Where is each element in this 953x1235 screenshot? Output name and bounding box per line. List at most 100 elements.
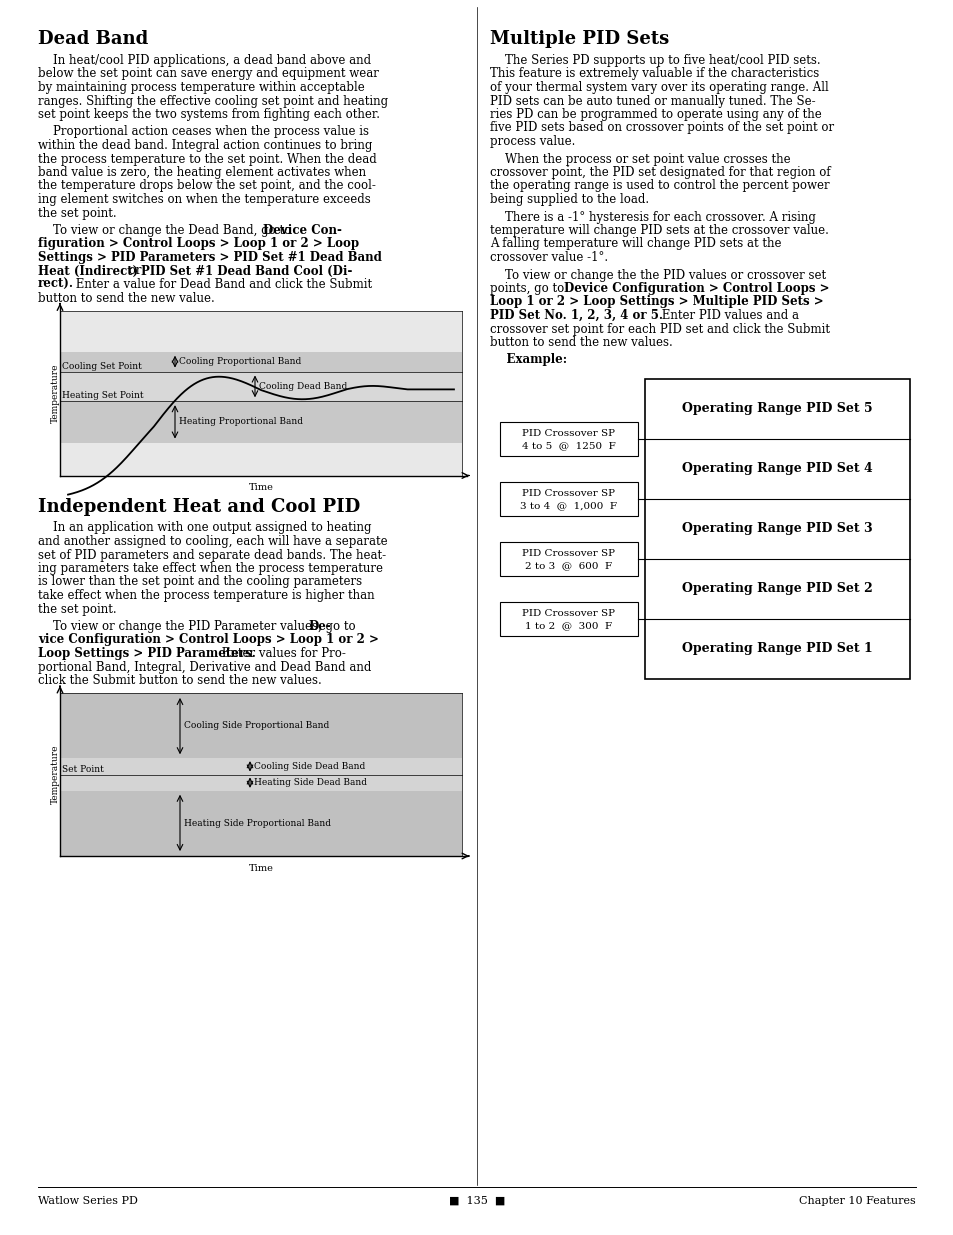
Text: is lower than the set point and the cooling parameters: is lower than the set point and the cool… <box>38 576 362 589</box>
Text: Temperature: Temperature <box>51 745 59 804</box>
Text: In heat/cool PID applications, a dead band above and: In heat/cool PID applications, a dead ba… <box>38 54 371 67</box>
Text: De-: De- <box>308 620 331 634</box>
Text: Time: Time <box>249 483 274 493</box>
Text: Temperature: Temperature <box>51 363 59 422</box>
Text: Enter a value for Dead Band and click the Submit: Enter a value for Dead Band and click th… <box>71 278 372 291</box>
Bar <box>60 693 461 758</box>
Text: being supplied to the load.: being supplied to the load. <box>490 193 648 206</box>
Text: 2 to 3  @  600  F: 2 to 3 @ 600 F <box>525 561 612 571</box>
Text: Time: Time <box>249 864 274 873</box>
Text: crossover value -1°.: crossover value -1°. <box>490 251 607 264</box>
Text: A falling temperature will change PID sets at the: A falling temperature will change PID se… <box>490 237 781 251</box>
Text: When the process or set point value crosses the: When the process or set point value cros… <box>490 152 790 165</box>
Text: and another assigned to cooling, each will have a separate: and another assigned to cooling, each wi… <box>38 535 387 548</box>
Text: points, go to: points, go to <box>490 282 567 295</box>
Text: PID Crossover SP: PID Crossover SP <box>522 489 615 498</box>
Text: rect).: rect). <box>38 278 74 291</box>
Text: This feature is extremely valuable if the characteristics: This feature is extremely valuable if th… <box>490 68 819 80</box>
Text: Dead Band: Dead Band <box>38 30 148 48</box>
Text: Multiple PID Sets: Multiple PID Sets <box>490 30 669 48</box>
Text: the operating range is used to control the percent power: the operating range is used to control t… <box>490 179 829 193</box>
Text: Operating Range PID Set 5: Operating Range PID Set 5 <box>681 403 872 415</box>
Text: Loop Settings > PID Parameters.: Loop Settings > PID Parameters. <box>38 647 255 659</box>
Bar <box>60 774 461 790</box>
Text: the set point.: the set point. <box>38 206 116 220</box>
Bar <box>60 758 461 774</box>
Text: Enter PID values and a: Enter PID values and a <box>658 309 799 322</box>
Text: Cooling Side Dead Band: Cooling Side Dead Band <box>253 762 365 771</box>
Text: five PID sets based on crossover points of the set point or: five PID sets based on crossover points … <box>490 121 833 135</box>
Text: PID Crossover SP: PID Crossover SP <box>522 550 615 558</box>
Text: Set Point: Set Point <box>62 764 104 773</box>
Text: Device Configuration > Control Loops >: Device Configuration > Control Loops > <box>563 282 828 295</box>
Text: In an application with one output assigned to heating: In an application with one output assign… <box>38 521 371 535</box>
Text: ranges. Shifting the effective cooling set point and heating: ranges. Shifting the effective cooling s… <box>38 95 388 107</box>
Text: vice Configuration > Control Loops > Loop 1 or 2 >: vice Configuration > Control Loops > Loo… <box>38 634 378 646</box>
Text: Chapter 10 Features: Chapter 10 Features <box>799 1195 915 1207</box>
Text: 3 to 4  @  1,000  F: 3 to 4 @ 1,000 F <box>520 501 617 510</box>
Text: PID Crossover SP: PID Crossover SP <box>522 609 615 618</box>
Text: the temperature drops below the set point, and the cool-: the temperature drops below the set poin… <box>38 179 375 193</box>
Bar <box>499 482 638 515</box>
Bar <box>499 541 638 576</box>
Text: Operating Range PID Set 3: Operating Range PID Set 3 <box>681 522 872 535</box>
Text: by maintaining process temperature within acceptable: by maintaining process temperature withi… <box>38 82 364 94</box>
Text: or: or <box>125 264 145 278</box>
Text: PID Set #1 Dead Band Cool (Di-: PID Set #1 Dead Band Cool (Di- <box>141 264 352 278</box>
Text: Device Con-: Device Con- <box>263 224 341 237</box>
Text: Heating Side Dead Band: Heating Side Dead Band <box>253 778 367 787</box>
Text: To view or change the the PID values or crossover set: To view or change the the PID values or … <box>490 268 825 282</box>
Text: PID Crossover SP: PID Crossover SP <box>522 429 615 438</box>
Bar <box>60 310 461 352</box>
Text: Operating Range PID Set 4: Operating Range PID Set 4 <box>681 462 872 475</box>
Bar <box>60 372 461 401</box>
Text: Operating Range PID Set 2: Operating Range PID Set 2 <box>681 582 872 595</box>
Text: Proportional action ceases when the process value is: Proportional action ceases when the proc… <box>38 126 369 138</box>
Text: set point keeps the two systems from fighting each other.: set point keeps the two systems from fig… <box>38 107 379 121</box>
Text: Heat (Indirect): Heat (Indirect) <box>38 264 138 278</box>
Text: ries PD can be programmed to operate using any of the: ries PD can be programmed to operate usi… <box>490 107 821 121</box>
Text: Cooling Set Point: Cooling Set Point <box>62 362 142 370</box>
Text: button to send the new value.: button to send the new value. <box>38 291 214 305</box>
Text: 1 to 2  @  300  F: 1 to 2 @ 300 F <box>525 621 612 630</box>
Text: figuration > Control Loops > Loop 1 or 2 > Loop: figuration > Control Loops > Loop 1 or 2… <box>38 237 358 251</box>
Text: take effect when the process temperature is higher than: take effect when the process temperature… <box>38 589 375 601</box>
Text: PID Set No. 1, 2, 3, 4 or 5.: PID Set No. 1, 2, 3, 4 or 5. <box>490 309 662 322</box>
Text: Heating Set Point: Heating Set Point <box>62 391 144 400</box>
Text: There is a -1° hysteresis for each crossover. A rising: There is a -1° hysteresis for each cross… <box>490 210 815 224</box>
Text: crossover set point for each PID set and click the Submit: crossover set point for each PID set and… <box>490 322 829 336</box>
Bar <box>499 601 638 636</box>
Text: click the Submit button to send the new values.: click the Submit button to send the new … <box>38 674 321 687</box>
Text: process value.: process value. <box>490 135 575 148</box>
Text: To view or change the PID Parameter values, go to: To view or change the PID Parameter valu… <box>38 620 359 634</box>
Text: Watlow Series PD: Watlow Series PD <box>38 1195 138 1207</box>
Bar <box>499 421 638 456</box>
Text: Cooling Side Proportional Band: Cooling Side Proportional Band <box>184 721 329 730</box>
Text: Cooling Dead Band: Cooling Dead Band <box>258 382 347 391</box>
Text: The Series PD supports up to five heat/cool PID sets.: The Series PD supports up to five heat/c… <box>490 54 820 67</box>
Text: within the dead band. Integral action continues to bring: within the dead band. Integral action co… <box>38 140 372 152</box>
Text: PID sets can be auto tuned or manually tuned. The Se-: PID sets can be auto tuned or manually t… <box>490 95 815 107</box>
Text: ■  135  ■: ■ 135 ■ <box>448 1195 505 1207</box>
Text: of your thermal system vary over its operating range. All: of your thermal system vary over its ope… <box>490 82 828 94</box>
Text: Cooling Proportional Band: Cooling Proportional Band <box>179 357 301 366</box>
Text: Enter values for Pro-: Enter values for Pro- <box>218 647 346 659</box>
Text: the process temperature to the set point. When the dead: the process temperature to the set point… <box>38 152 376 165</box>
Text: below the set point can save energy and equipment wear: below the set point can save energy and … <box>38 68 378 80</box>
Text: band value is zero, the heating element activates when: band value is zero, the heating element … <box>38 165 366 179</box>
Bar <box>60 790 461 856</box>
Text: button to send the new values.: button to send the new values. <box>490 336 672 350</box>
Text: the set point.: the set point. <box>38 603 116 615</box>
Text: Settings > PID Parameters > PID Set #1 Dead Band: Settings > PID Parameters > PID Set #1 D… <box>38 251 381 264</box>
Text: Example:: Example: <box>490 353 566 367</box>
Text: Heating Proportional Band: Heating Proportional Band <box>179 417 303 426</box>
Text: crossover point, the PID set designated for that region of: crossover point, the PID set designated … <box>490 165 830 179</box>
Text: To view or change the Dead Band, go to: To view or change the Dead Band, go to <box>38 224 294 237</box>
Text: ing element switches on when the temperature exceeds: ing element switches on when the tempera… <box>38 193 371 206</box>
Bar <box>644 378 909 678</box>
Bar <box>60 442 461 475</box>
Text: temperature will change PID sets at the crossover value.: temperature will change PID sets at the … <box>490 224 828 237</box>
Text: 4 to 5  @  1250  F: 4 to 5 @ 1250 F <box>521 441 616 450</box>
Bar <box>60 352 461 442</box>
Text: ing parameters take effect when the process temperature: ing parameters take effect when the proc… <box>38 562 382 576</box>
